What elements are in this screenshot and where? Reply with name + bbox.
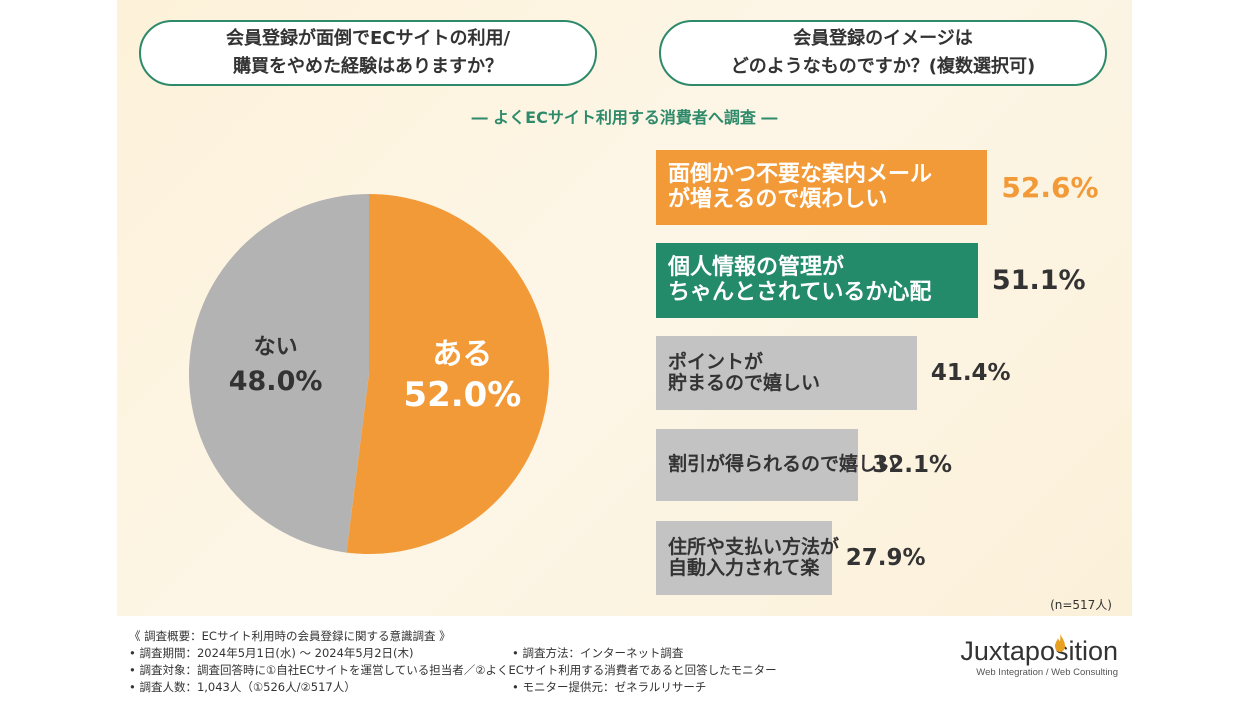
bar-row-1: 面倒かつ不要な案内メール が増えるので煩わしい 52.6%	[656, 150, 1126, 225]
bar-2	[656, 243, 978, 318]
bar-label-5: 住所や支払い方法が 自動入力されて楽	[668, 535, 840, 579]
bar-1	[656, 150, 988, 225]
sample-size-label: (n=517人)	[1050, 598, 1112, 612]
bar-label-1: 面倒かつ不要な案内メール が増えるので煩わしい	[668, 161, 933, 212]
flame-icon	[1055, 634, 1065, 652]
pie-slice-1	[346, 194, 549, 554]
bar-value-3: 41.4%	[930, 360, 1011, 386]
bar-label-3: ポイントが 貯まるので嬉しい	[668, 350, 821, 394]
bar-row-3: ポイントが 貯まるので嬉しい 41.4%	[656, 336, 1126, 410]
bar-3	[656, 336, 917, 410]
bar-value-4: 32.1%	[872, 452, 953, 478]
bar-label-4: 割引が得られるので嬉しい	[668, 453, 897, 476]
monitor-provider: • モニター提供元：ゼネラルリサーチ	[512, 680, 707, 694]
bar-value-5: 27.9%	[845, 545, 926, 571]
logo-name: Juxtaposition	[960, 636, 1118, 666]
question-2-text: 会員登録のイメージは どのようなものですか？(複数選択可)	[730, 28, 1036, 77]
survey-subtitle: ― よくECサイト利用する消費者へ調査 ―	[471, 108, 778, 127]
logo-tagline: Web Integration / Web Consulting	[976, 667, 1118, 678]
pie-slice-label-2: ない	[254, 335, 298, 360]
pie-slice-value-2: 48.0%	[229, 366, 323, 397]
pie-slice-label-1: ある	[432, 337, 492, 372]
bar-4	[656, 429, 859, 501]
pie-slice-2	[188, 194, 369, 553]
bar-row-5: 住所や支払い方法が 自動入力されて楽 27.9%	[656, 521, 1126, 595]
survey-overview-title: 《 調査概要：ECサイト利用時の会員登録に関する意識調査 》	[129, 629, 451, 643]
footer: 《 調査概要：ECサイト利用時の会員登録に関する意識調査 》 • 調査期間：20…	[117, 616, 1132, 702]
company-logo: Juxtaposition Web Integration / Web Cons…	[960, 634, 1118, 678]
bar-row-2: 個人情報の管理が ちゃんとされているか心配 51.1%	[656, 243, 1126, 318]
bar-value-1: 52.6%	[1001, 171, 1099, 204]
question-bubble-1: 会員登録が面倒でECサイトの利用/ 購買をやめた経験はありますか？	[139, 20, 597, 86]
question-1-text: 会員登録が面倒でECサイトの利用/ 購買をやめた経験はありますか？	[225, 28, 511, 77]
survey-target: • 調査対象：調査回答時に①自社ECサイトを運営している担当者／②よくECサイト…	[129, 663, 777, 677]
question-bubble-2: 会員登録のイメージは どのようなものですか？(複数選択可)	[659, 20, 1107, 86]
bar-row-4: 割引が得られるので嬉しい 32.1%	[656, 429, 1126, 501]
survey-period: • 調査期間：2024年5月1日(水) ～ 2024年5月2日(木)	[129, 646, 414, 660]
pie-slice-value-1: 52.0%	[403, 375, 521, 415]
bar-value-2: 51.1%	[991, 265, 1086, 296]
infographic: 会員登録が面倒でECサイトの利用/ 購買をやめた経験はありますか？ 会員登録のイ…	[117, 0, 1132, 702]
survey-count: • 調査人数：1,043人（①526人/②517人）	[129, 680, 356, 694]
bar-label-2: 個人情報の管理が ちゃんとされているか心配	[668, 254, 932, 305]
survey-method: • 調査方法：インターネット調査	[512, 646, 684, 660]
bar-5	[656, 521, 832, 595]
